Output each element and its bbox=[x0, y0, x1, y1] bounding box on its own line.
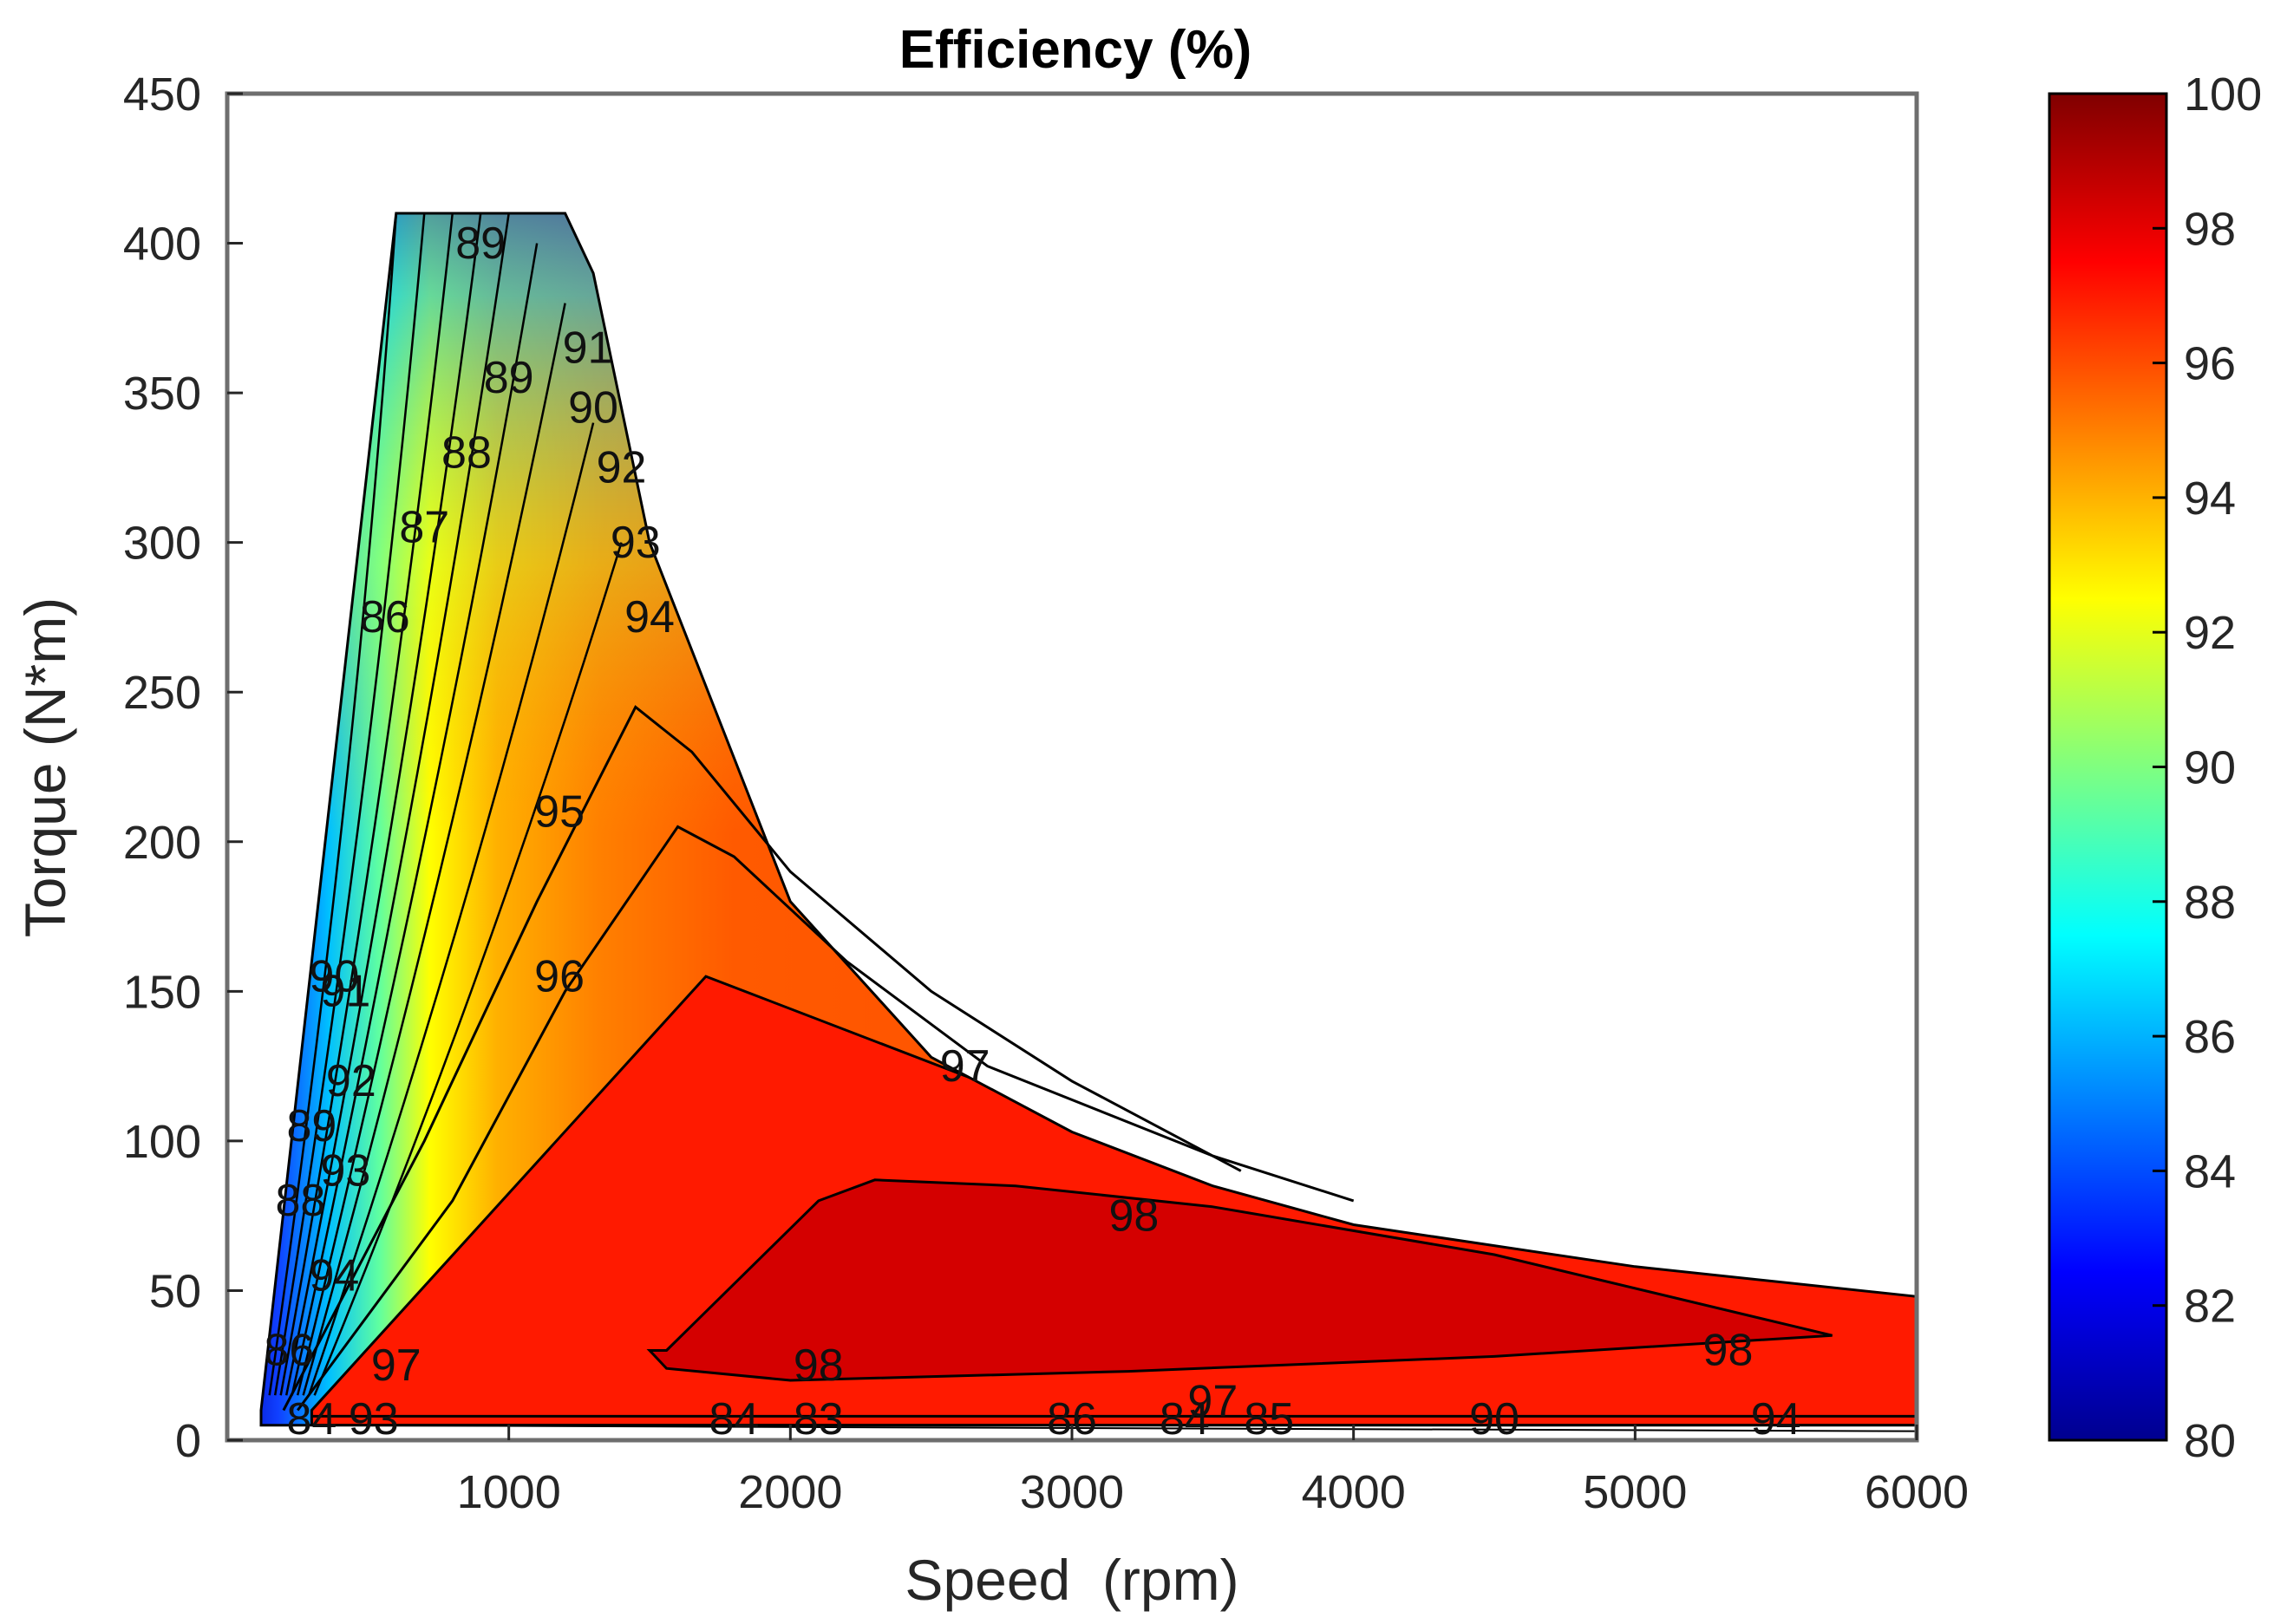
contour-line bbox=[279, 212, 454, 1396]
contour-label: 96 bbox=[534, 951, 585, 1001]
y-tick-label: 50 bbox=[149, 1265, 201, 1317]
contour-label: 97 bbox=[940, 1041, 990, 1092]
x-axis: 1000 2000 3000 4000 5000 6000 bbox=[457, 1425, 1969, 1518]
colorbar-tick-label: 90 bbox=[2184, 742, 2236, 794]
contour-line bbox=[284, 212, 482, 1396]
colorbar-tick-label: 86 bbox=[2184, 1011, 2236, 1063]
colorbar-gradient bbox=[2048, 92, 2168, 1442]
y-tick-label: 450 bbox=[123, 68, 201, 121]
contour-label: 91 bbox=[563, 323, 613, 374]
x-tick-label: 1000 bbox=[457, 1466, 561, 1518]
contour-line bbox=[291, 212, 510, 1396]
x-tick-label: 2000 bbox=[738, 1466, 842, 1518]
y-tick-label: 0 bbox=[175, 1415, 201, 1467]
contour-label: 84 bbox=[1160, 1394, 1210, 1445]
contour-label: 98 bbox=[1703, 1326, 1754, 1376]
contour-line bbox=[273, 212, 426, 1396]
contour-label: 97 bbox=[371, 1340, 421, 1391]
colorbar: 80 82 84 86 88 90 92 94 96 98 100 bbox=[2048, 68, 2262, 1467]
contour-label: 93 bbox=[611, 518, 661, 568]
y-tick-label: 250 bbox=[123, 667, 201, 719]
contour-label: 92 bbox=[326, 1056, 376, 1106]
contour-label: 94 bbox=[624, 592, 675, 642]
x-tick-label: 5000 bbox=[1583, 1466, 1687, 1518]
contour-label: 89 bbox=[455, 218, 506, 269]
contour-label: 94 bbox=[1751, 1394, 1801, 1445]
colorbar-tick-label: 88 bbox=[2184, 877, 2236, 929]
y-axis-title: Torque (N*m) bbox=[13, 597, 77, 937]
contour-label: 89 bbox=[484, 353, 534, 403]
contour-line-bottom-2 bbox=[311, 1424, 1918, 1432]
contour-label: 97 bbox=[1187, 1376, 1238, 1426]
contour-label: 93 bbox=[349, 1394, 399, 1445]
y-tick-label: 350 bbox=[123, 368, 201, 420]
colorbar-tick-label: 92 bbox=[2184, 607, 2236, 659]
contour-label: 90 bbox=[568, 383, 618, 434]
colorbar-tick-label: 94 bbox=[2184, 473, 2236, 525]
contour-label: 98 bbox=[794, 1340, 844, 1391]
contour-label: 98 bbox=[1109, 1190, 1160, 1241]
x-tick-label: 3000 bbox=[1020, 1466, 1124, 1518]
contour-label: 89 bbox=[286, 1101, 337, 1151]
x-tick-label: 6000 bbox=[1865, 1466, 1969, 1518]
colorbar-tick-label: 84 bbox=[2184, 1145, 2236, 1197]
contour-line bbox=[313, 542, 623, 1396]
x-tick-label: 4000 bbox=[1302, 1466, 1406, 1518]
x-axis-title: Speed (rpm) bbox=[905, 1548, 1238, 1612]
colorbar-tick-label: 82 bbox=[2184, 1281, 2236, 1333]
colorbar-tick-label: 100 bbox=[2184, 68, 2262, 121]
y-tick-label: 300 bbox=[123, 518, 201, 570]
y-tick-label: 200 bbox=[123, 817, 201, 869]
chart-title: Efficiency (%) bbox=[899, 20, 1252, 80]
contour-label: 88 bbox=[441, 427, 492, 478]
contour-label: 92 bbox=[597, 443, 647, 493]
contour-label: 86 bbox=[360, 592, 410, 642]
y-axis: 0 50 100 150 200 250 300 350 400 450 bbox=[123, 68, 243, 1467]
contour-label: 88 bbox=[275, 1176, 325, 1226]
contour-line-96 bbox=[296, 825, 1355, 1412]
colorbar-ticks: 80 82 84 86 88 90 92 94 96 98 100 bbox=[2153, 68, 2262, 1467]
contour-line bbox=[268, 212, 398, 1396]
efficiency-region-98 bbox=[646, 1178, 1833, 1382]
contour-label: 93 bbox=[320, 1146, 370, 1197]
contour-line bbox=[307, 422, 595, 1396]
colorbar-tick-label: 96 bbox=[2184, 338, 2236, 390]
contour-label: 95 bbox=[534, 787, 585, 838]
contour-line bbox=[296, 243, 539, 1396]
contour-label: 86 bbox=[265, 1326, 315, 1376]
y-tick-label: 150 bbox=[123, 966, 201, 1018]
colorbar-tick-label: 98 bbox=[2184, 203, 2236, 255]
contour-label: 91 bbox=[320, 967, 370, 1017]
contour-label: 87 bbox=[399, 503, 449, 553]
contour-label: 84 bbox=[709, 1394, 759, 1445]
y-tick-label: 100 bbox=[123, 1116, 201, 1168]
y-tick-label: 400 bbox=[123, 218, 201, 271]
contour-label: 85 bbox=[1244, 1394, 1294, 1445]
contour-label: 83 bbox=[794, 1394, 844, 1445]
contour-label: 84 bbox=[286, 1394, 337, 1445]
contour-label: 90 bbox=[309, 951, 359, 1001]
colorbar-tick-label: 80 bbox=[2184, 1415, 2236, 1467]
contour-label: 90 bbox=[1469, 1394, 1519, 1445]
contour-label: 94 bbox=[309, 1250, 359, 1301]
contour-line-95 bbox=[282, 705, 1242, 1412]
contour-line bbox=[302, 303, 566, 1396]
